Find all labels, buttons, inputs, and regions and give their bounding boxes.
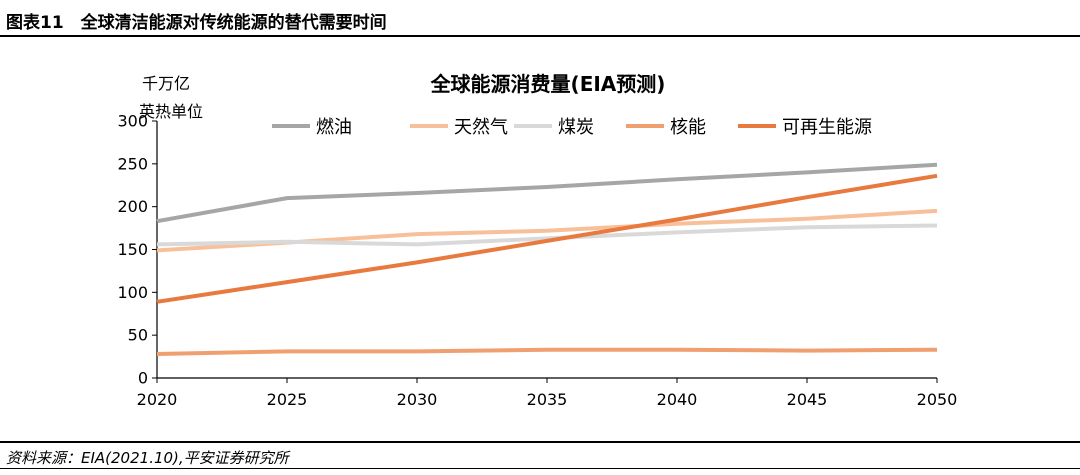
series-line-4 xyxy=(156,347,938,356)
y-tick-label: 250 xyxy=(117,154,148,173)
series-line-1 xyxy=(156,162,938,224)
series-line-5 xyxy=(156,173,938,304)
legend-label-2: 天然气 xyxy=(454,117,508,138)
chart-title: 全球能源消费量(EIA预测) xyxy=(430,72,666,96)
footer-rule xyxy=(0,441,1080,443)
series-line-2 xyxy=(156,208,938,253)
x-tick-label: 2030 xyxy=(397,390,438,409)
axes: 0 50 100 150 200 250 300 2020 2025 2030 2035 2040 20… xyxy=(117,112,957,410)
y-axis-unit-line-1: 千万亿 xyxy=(142,74,190,93)
x-tick-label: 2025 xyxy=(267,390,308,409)
y-tick-label: 300 xyxy=(117,112,148,131)
legend-label-3: 煤炭 xyxy=(558,117,594,138)
x-tick-label: 2040 xyxy=(657,390,698,409)
y-tick-label: 0 xyxy=(138,369,148,388)
series-layer xyxy=(156,162,938,356)
header-rule xyxy=(0,35,1080,37)
series-line-3 xyxy=(156,223,938,247)
legend-label-1: 燃油 xyxy=(316,117,352,138)
y-axis-unit-line-2: 英热单位 xyxy=(139,102,203,121)
legend-label-5: 可再生能源 xyxy=(782,117,872,138)
x-tick-label: 2020 xyxy=(137,390,178,409)
legend-label-4: 核能 xyxy=(670,117,706,138)
figure-header: 图表11 全球清洁能源对传统能源的替代需要时间 xyxy=(0,0,1080,37)
bottom-rule xyxy=(0,468,1080,469)
x-tick-label: 2035 xyxy=(527,390,568,409)
x-tick-label: 2045 xyxy=(787,390,828,409)
y-tick-label: 150 xyxy=(117,240,148,259)
figure-title: 图表11 全球清洁能源对传统能源的替代需要时间 xyxy=(6,13,387,33)
legend: 燃油 天然气 煤炭 核能 可再生能源 xyxy=(272,117,872,138)
y-tick-label: 200 xyxy=(117,197,148,216)
x-tick-label: 2050 xyxy=(917,390,958,409)
source-note: 资料来源：EIA(2021.10),平安证券研究所 xyxy=(6,449,289,467)
y-tick-label: 50 xyxy=(128,326,148,345)
y-tick-label: 100 xyxy=(117,283,148,302)
